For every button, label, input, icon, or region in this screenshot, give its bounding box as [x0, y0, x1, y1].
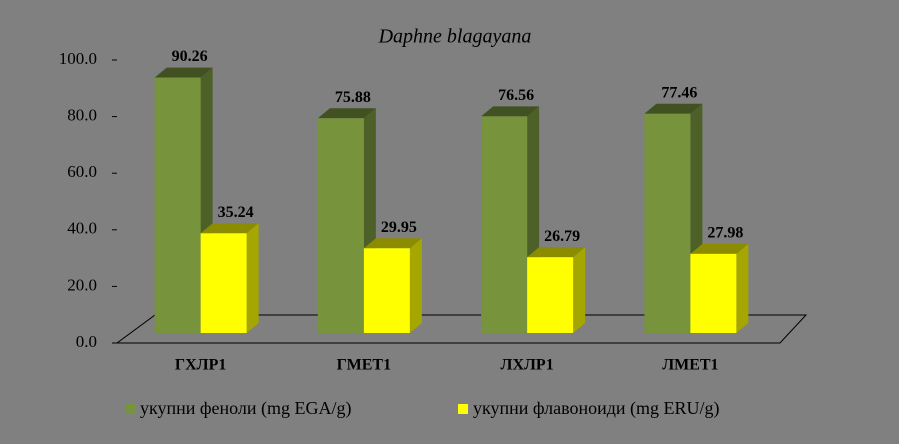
y-tick-label: 0.0	[76, 332, 97, 351]
legend-label: укупни флавоноиди (mg ERU/g)	[473, 398, 720, 419]
bar-face	[317, 108, 376, 119]
bar-face	[246, 223, 259, 333]
bar-face	[644, 103, 703, 114]
bar-face	[409, 238, 422, 333]
data-label: 75.88	[335, 89, 371, 106]
bar-face	[154, 67, 213, 78]
bar-face	[481, 116, 528, 333]
data-label: 77.46	[661, 84, 697, 101]
floor	[115, 314, 808, 344]
bar	[363, 238, 422, 333]
legend-swatch	[125, 404, 135, 414]
bar-face	[527, 247, 586, 258]
legend-swatch	[458, 404, 468, 414]
bar	[644, 103, 703, 333]
bar	[527, 247, 586, 333]
chart-title: Daphne blagayana	[378, 26, 532, 48]
bar-face	[644, 113, 691, 333]
data-label: 76.56	[498, 87, 534, 104]
data-label: 90.26	[172, 48, 208, 65]
bar-face	[690, 253, 737, 333]
data-label: 35.24	[218, 204, 254, 221]
bar-face	[363, 248, 410, 333]
bar-face	[690, 243, 749, 254]
y-tick-label: 80.0	[67, 106, 97, 125]
x-tick-label: ГХЛР1	[175, 357, 226, 374]
bar-face	[527, 257, 574, 333]
bar-face	[154, 77, 201, 333]
bar-face	[481, 106, 540, 117]
data-label: 29.95	[381, 219, 417, 236]
data-label: 26.79	[544, 228, 580, 245]
bar-face	[200, 233, 247, 333]
y-tick-label: 20.0	[67, 275, 97, 294]
bar-face	[363, 238, 422, 249]
bar	[690, 243, 749, 333]
y-tick-label: 40.0	[67, 219, 97, 238]
bar-face	[200, 223, 259, 234]
bar-face	[573, 247, 586, 333]
x-tick-label: ЛХЛР1	[501, 357, 554, 374]
legend-label: укупни феноли (mg EGA/g)	[140, 398, 352, 419]
x-tick-label: ГМЕТ1	[337, 357, 391, 374]
bar-face	[317, 118, 364, 333]
bar-face	[736, 243, 749, 333]
y-tick-label: 60.0	[67, 162, 97, 181]
bar	[200, 223, 259, 333]
y-tick-label: 100.0	[59, 49, 97, 68]
data-label: 27.98	[707, 224, 743, 241]
x-tick-label: ЛМЕТ1	[662, 357, 718, 374]
